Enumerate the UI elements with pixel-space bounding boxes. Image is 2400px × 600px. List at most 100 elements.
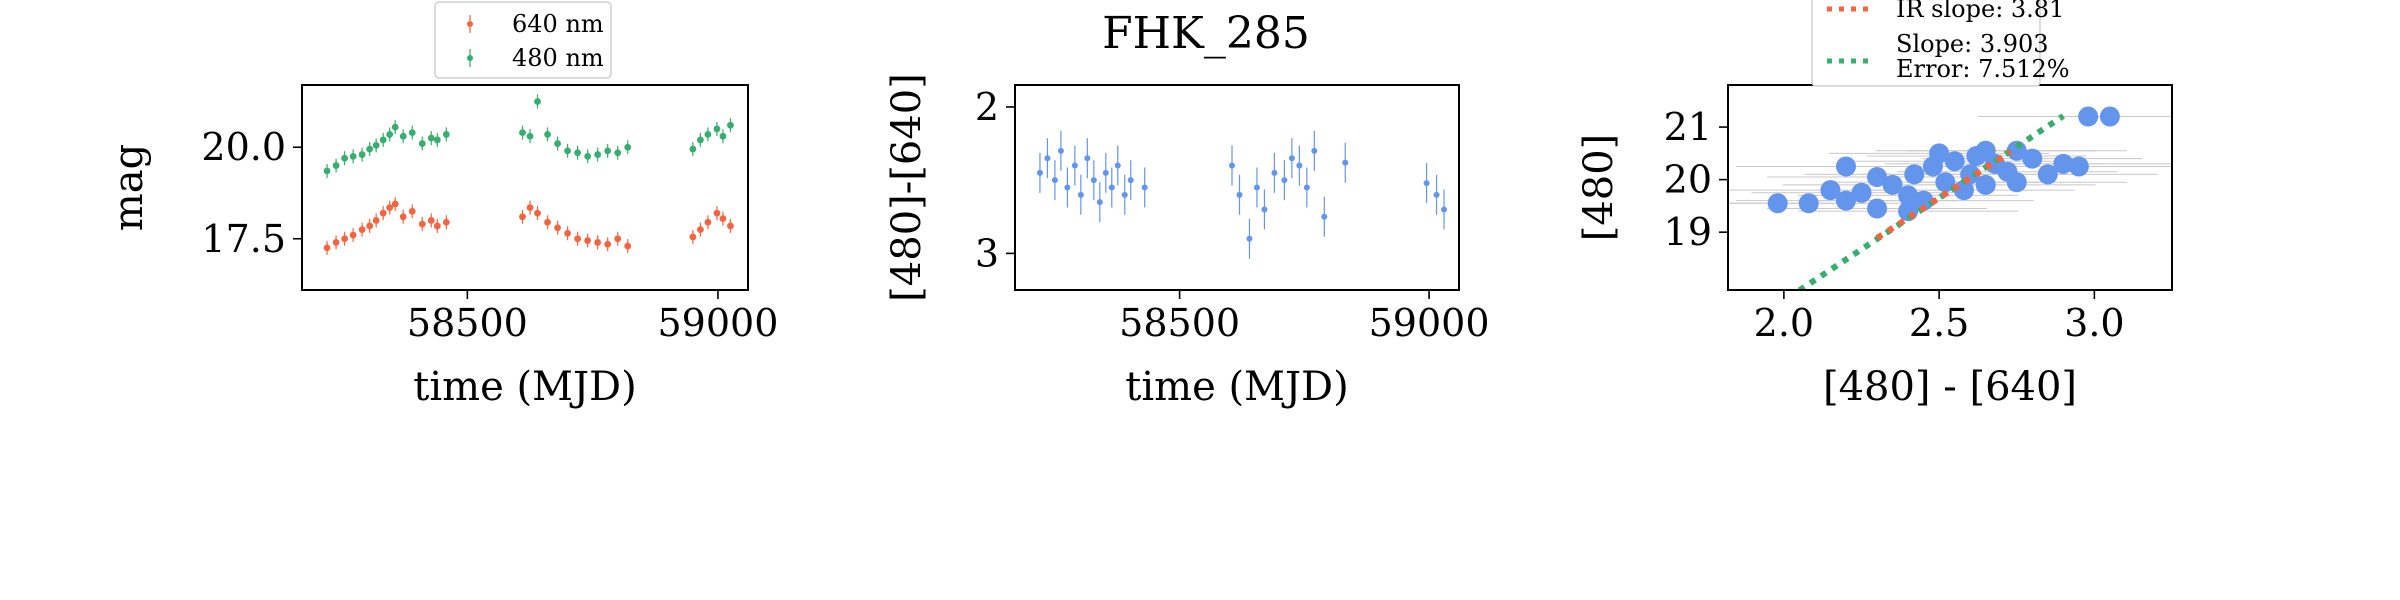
data-point <box>1090 177 1097 184</box>
data-point <box>614 235 622 243</box>
data-point <box>564 229 571 237</box>
data-point <box>1236 191 1243 198</box>
data-point <box>2006 172 2027 193</box>
data-point <box>1904 164 1925 185</box>
x-tick-label: 58500 <box>1119 301 1240 345</box>
data-point <box>1929 143 1950 164</box>
legend-label: IR slope: 3.81 <box>1896 0 2064 23</box>
data-point <box>366 145 374 153</box>
data-point <box>604 240 612 248</box>
data-point <box>584 152 592 160</box>
data-point <box>391 200 399 208</box>
y-tick-label: 20.0 <box>201 125 286 169</box>
data-point <box>1229 162 1236 169</box>
data-point <box>1114 162 1121 169</box>
data-point <box>386 204 394 212</box>
data-point <box>719 132 727 140</box>
data-point <box>1851 182 1872 203</box>
data-point <box>544 218 551 226</box>
data-point <box>584 237 592 244</box>
data-point <box>1423 180 1430 187</box>
data-point <box>1867 198 1888 219</box>
data-point <box>1311 147 1318 154</box>
data-point <box>372 217 380 224</box>
data-point <box>526 204 534 212</box>
data-point <box>1867 166 1888 187</box>
data-point <box>713 209 721 217</box>
data-point <box>433 222 441 230</box>
y-tick-label: 19 <box>1664 210 1712 254</box>
x-axis-label: time (MJD) <box>1125 364 1348 410</box>
data-point <box>594 151 602 158</box>
data-point <box>1288 155 1295 162</box>
data-point <box>1064 184 1071 191</box>
data-point <box>1057 147 1064 154</box>
data-point <box>332 162 340 169</box>
data-point <box>2099 106 2120 127</box>
data-point <box>689 233 697 241</box>
plot-area <box>1036 130 1448 259</box>
legend-marker <box>467 21 473 27</box>
panel-1: 58500 59000 17.5 20.0 time (MJD) mag 640 nm 480… <box>106 1 778 410</box>
data-point <box>323 167 331 175</box>
x-axis-label: time (MJD) <box>413 364 636 410</box>
x-tick-label: 2.5 <box>1909 301 1969 345</box>
data-point <box>519 129 526 136</box>
data-point <box>1253 184 1260 191</box>
data-point <box>1820 180 1841 201</box>
y-tick-label: 3 <box>975 231 999 275</box>
data-point <box>1798 193 1819 214</box>
data-point <box>1944 151 1965 172</box>
data-point <box>332 239 340 246</box>
legend-label: 480 nm <box>512 44 604 72</box>
legend-label: 640 nm <box>512 10 604 38</box>
data-point <box>1953 180 1974 201</box>
legend-frame <box>434 1 612 79</box>
data-point <box>341 154 348 162</box>
data-point <box>534 209 541 217</box>
legend: 640 nm 480 nm <box>434 1 612 79</box>
data-point <box>1281 177 1288 184</box>
data-point <box>1261 206 1268 213</box>
data-point <box>386 131 394 138</box>
data-point <box>2037 164 2058 185</box>
data-point <box>2068 156 2089 177</box>
data-point <box>1246 235 1253 242</box>
data-point <box>349 231 357 239</box>
panel-3: 2.0 2.5 3.0 19 20 21 [480] - [640] [480] IR slop… <box>1576 0 2173 410</box>
data-point <box>391 123 399 131</box>
data-point <box>519 213 526 221</box>
data-point <box>1044 155 1051 162</box>
data-point <box>614 149 622 157</box>
data-point <box>624 143 632 151</box>
data-point <box>624 242 632 250</box>
data-point <box>1975 140 1996 161</box>
data-point <box>1882 174 1903 195</box>
data-point <box>1071 162 1078 169</box>
data-point <box>526 132 534 140</box>
y-tick-label: 20 <box>1664 158 1712 202</box>
data-point <box>1102 169 1109 176</box>
data-point <box>1342 159 1349 166</box>
data-point <box>1321 213 1328 220</box>
y-axis-label: [480]-[640] <box>884 73 930 302</box>
data-point <box>1303 184 1310 191</box>
data-point <box>1077 191 1084 198</box>
y-tick-label: 21 <box>1664 105 1712 149</box>
x-tick-label: 59000 <box>1369 301 1490 345</box>
data-point <box>1835 156 1856 177</box>
data-point <box>689 145 697 153</box>
data-point <box>418 140 426 147</box>
data-point <box>727 222 734 230</box>
data-point <box>1084 155 1091 162</box>
legend-label: Slope: 3.903 <box>1896 30 2049 58</box>
data-point <box>358 151 366 158</box>
x-tick-label: 59000 <box>657 301 778 345</box>
fit-line-ir-slope <box>1875 149 2013 241</box>
y-axis-label: [480] <box>1576 134 1622 242</box>
data-point <box>399 213 407 221</box>
data-point <box>1898 185 1919 206</box>
data-point <box>349 152 357 160</box>
data-point <box>408 129 416 136</box>
